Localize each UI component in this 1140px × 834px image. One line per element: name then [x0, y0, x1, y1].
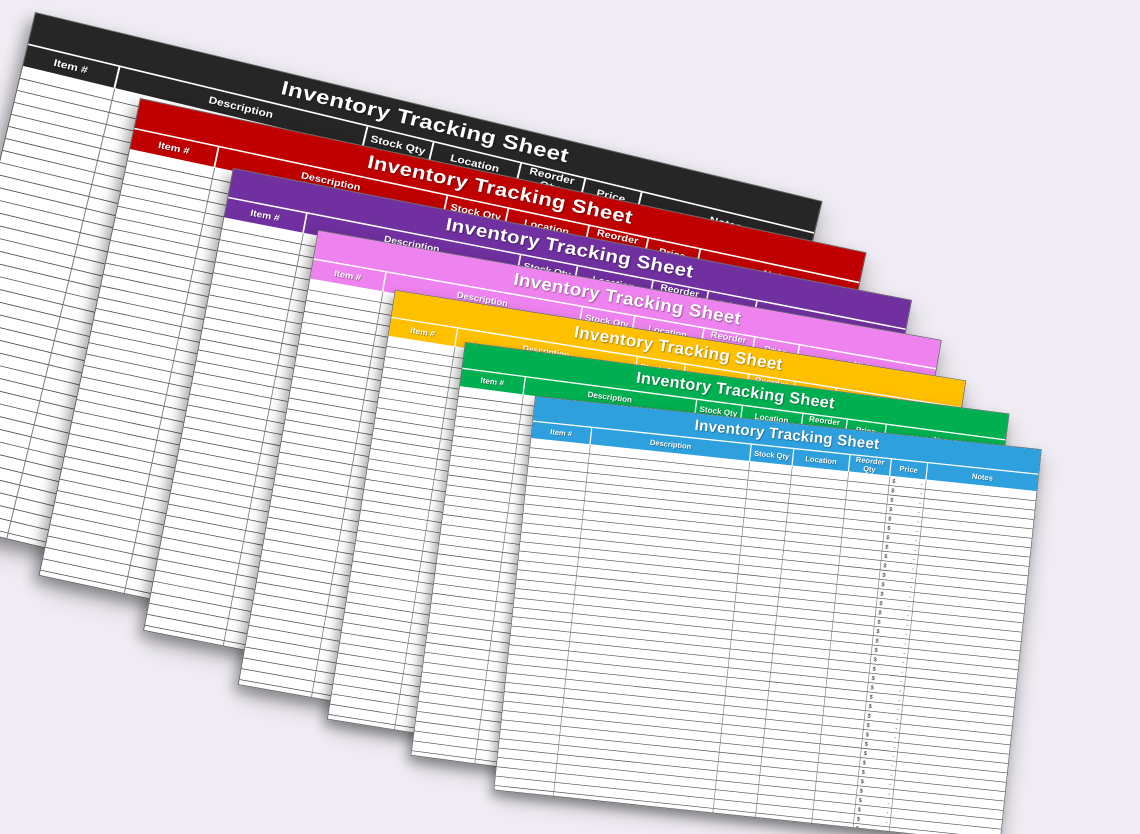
price-currency-symbol: $	[866, 721, 871, 729]
price-currency-symbol: $	[890, 486, 895, 494]
price-currency-symbol: $	[877, 618, 881, 625]
price-empty-dash: -	[900, 677, 903, 685]
price-empty-dash: -	[890, 771, 893, 778]
price-empty-dash: -	[907, 602, 911, 610]
price-empty-dash: -	[897, 705, 900, 713]
price-empty-dash: -	[902, 658, 905, 666]
price-currency-symbol: $	[885, 543, 889, 550]
price-empty-dash: -	[893, 743, 896, 750]
price-currency-symbol: $	[855, 824, 860, 832]
price-currency-symbol: $	[887, 524, 891, 532]
price-empty-dash: -	[910, 574, 914, 581]
price-empty-dash: -	[886, 808, 889, 816]
price-empty-dash: -	[901, 668, 904, 675]
price-empty-dash: -	[899, 687, 902, 694]
price-currency-symbol: $	[860, 777, 865, 785]
price-empty-dash: -	[909, 583, 913, 591]
price-currency-symbol: $	[888, 515, 892, 522]
inventory-sheet-blue: Inventory Tracking Sheet Item # Descript…	[493, 396, 1042, 834]
price-currency-symbol: $	[876, 627, 880, 635]
price-empty-dash: -	[891, 762, 894, 769]
price-currency-symbol: $	[873, 655, 878, 663]
price-empty-dash: -	[919, 489, 923, 497]
price-empty-dash: -	[888, 790, 891, 797]
price-empty-dash: -	[912, 555, 916, 563]
price-currency-symbol: $	[861, 768, 866, 776]
price-currency-symbol: $	[879, 599, 883, 607]
price-empty-dash: -	[908, 593, 912, 600]
price-currency-symbol: $	[884, 552, 888, 560]
price-empty-dash: -	[905, 621, 909, 628]
price-empty-dash: -	[920, 480, 924, 488]
price-currency-symbol: $	[863, 749, 868, 757]
price-currency-symbol: $	[878, 608, 882, 616]
price-currency-symbol: $	[889, 496, 894, 503]
price-empty-dash: -	[915, 527, 919, 534]
price-currency-symbol: $	[875, 637, 879, 644]
price-currency-symbol: $	[869, 693, 874, 700]
price-currency-symbol: $	[881, 580, 885, 588]
price-currency-symbol: $	[857, 805, 862, 813]
price-empty-dash: -	[913, 546, 917, 553]
price-empty-dash: -	[906, 611, 910, 619]
price-currency-symbol: $	[880, 590, 884, 597]
price-currency-symbol: $	[856, 815, 861, 822]
price-currency-symbol: $	[867, 712, 872, 719]
price-currency-symbol: $	[889, 505, 893, 513]
price-empty-dash: -	[914, 536, 918, 544]
price-currency-symbol: $	[883, 561, 887, 569]
price-empty-dash: -	[894, 733, 897, 741]
price-currency-symbol: $	[862, 759, 867, 766]
price-currency-symbol: $	[874, 646, 879, 654]
price-currency-symbol: $	[891, 477, 896, 485]
price-empty-dash: -	[898, 696, 901, 703]
price-empty-dash: -	[916, 518, 920, 525]
price-currency-symbol: $	[886, 533, 890, 541]
price-empty-dash: -	[917, 508, 921, 516]
price-empty-dash: -	[903, 640, 907, 647]
price-empty-dash: -	[918, 499, 922, 506]
price-currency-symbol: $	[865, 730, 870, 738]
price-empty-dash: -	[902, 649, 906, 656]
price-empty-dash: -	[896, 715, 899, 722]
price-empty-dash: -	[911, 565, 915, 572]
price-empty-dash: -	[887, 799, 890, 807]
price-empty-dash: -	[885, 818, 888, 825]
price-empty-dash: -	[889, 780, 892, 788]
price-currency-symbol: $	[858, 796, 863, 804]
price-currency-symbol: $	[859, 787, 864, 794]
price-currency-symbol: $	[871, 674, 876, 682]
price-empty-dash: -	[895, 724, 898, 731]
price-currency-symbol: $	[868, 702, 873, 710]
price-empty-dash: -	[884, 827, 887, 834]
price-currency-symbol: $	[870, 683, 875, 691]
price-currency-symbol: $	[864, 740, 869, 747]
price-currency-symbol: $	[872, 665, 877, 672]
price-empty-dash: -	[904, 630, 908, 638]
price-empty-dash: -	[892, 752, 895, 760]
sheet-rows: $ - $ - $ - $ - $ - $ - $ - $ - $ - $ - $ - $ - $ - $ - $ - $ - $ - $ - $ - $ -…	[494, 438, 1037, 834]
price-currency-symbol: $	[882, 571, 886, 578]
